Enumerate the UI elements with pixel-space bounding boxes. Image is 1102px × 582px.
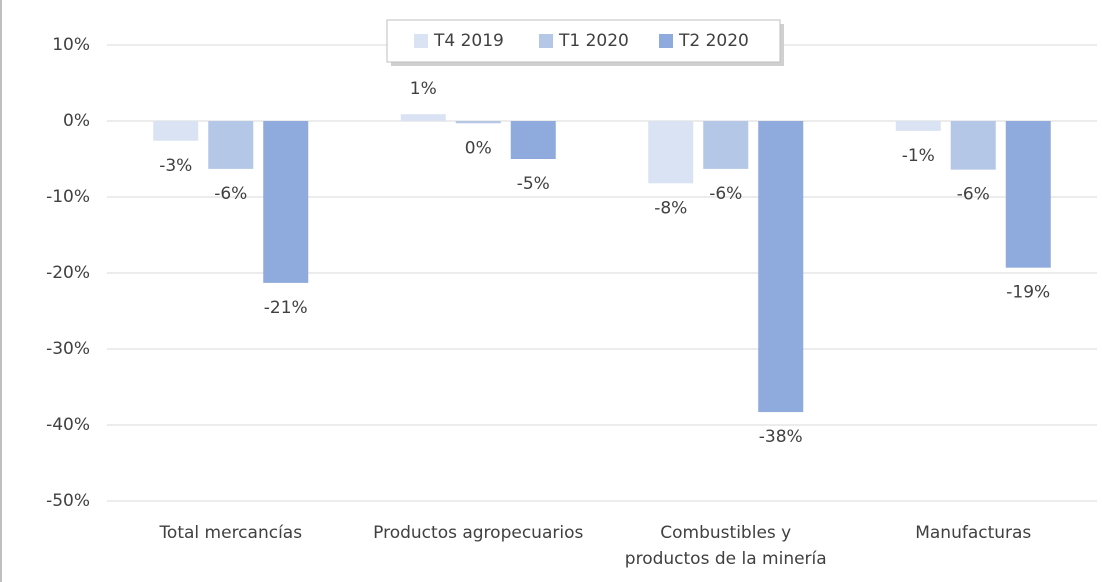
bar bbox=[895, 121, 941, 131]
legend-label: T1 2020 bbox=[558, 31, 629, 51]
data-label: 0% bbox=[465, 138, 492, 158]
legend-swatch bbox=[414, 34, 428, 48]
bar bbox=[1005, 121, 1051, 268]
data-label: 1% bbox=[410, 79, 437, 99]
data-label: -19% bbox=[1006, 283, 1050, 303]
y-tick-label: 0% bbox=[63, 111, 90, 131]
data-label: -21% bbox=[264, 298, 308, 318]
data-label: -6% bbox=[709, 184, 742, 204]
bar bbox=[703, 121, 749, 169]
legend-label: T2 2020 bbox=[678, 31, 749, 51]
legend-label: T4 2019 bbox=[433, 31, 504, 51]
bar bbox=[648, 121, 694, 184]
legend: T4 2019 T1 2020 T2 2020 bbox=[386, 19, 784, 66]
x-tick-label: Manufacturas bbox=[915, 523, 1032, 543]
data-label: -38% bbox=[759, 427, 803, 447]
bar bbox=[455, 121, 501, 124]
y-tick-label: -30% bbox=[46, 339, 90, 359]
y-tick-label: -20% bbox=[46, 263, 90, 283]
bar bbox=[758, 121, 804, 413]
y-tick-label: -40% bbox=[46, 415, 90, 435]
data-label: -6% bbox=[214, 184, 247, 204]
data-label: -3% bbox=[159, 156, 192, 176]
bar bbox=[263, 121, 309, 283]
bar bbox=[510, 121, 556, 159]
legend-swatch bbox=[659, 34, 673, 48]
bar bbox=[950, 121, 996, 170]
data-label: -1% bbox=[902, 146, 935, 166]
data-label: -5% bbox=[517, 174, 550, 194]
legend-box bbox=[386, 19, 781, 63]
x-tick-label: Combustibles y productos de la minería bbox=[624, 523, 827, 569]
x-tick-label: Productos agropecuarios bbox=[373, 523, 584, 543]
y-tick-label: -50% bbox=[46, 491, 90, 511]
legend-swatch bbox=[539, 34, 553, 48]
y-tick-label: 10% bbox=[52, 35, 90, 55]
bar bbox=[208, 121, 254, 169]
x-tick-label: Total mercancías bbox=[159, 523, 303, 543]
bar bbox=[153, 121, 199, 141]
data-label: -6% bbox=[957, 185, 990, 205]
y-tick-label: -10% bbox=[46, 187, 90, 207]
bar bbox=[400, 114, 446, 121]
data-label: -8% bbox=[654, 198, 687, 218]
